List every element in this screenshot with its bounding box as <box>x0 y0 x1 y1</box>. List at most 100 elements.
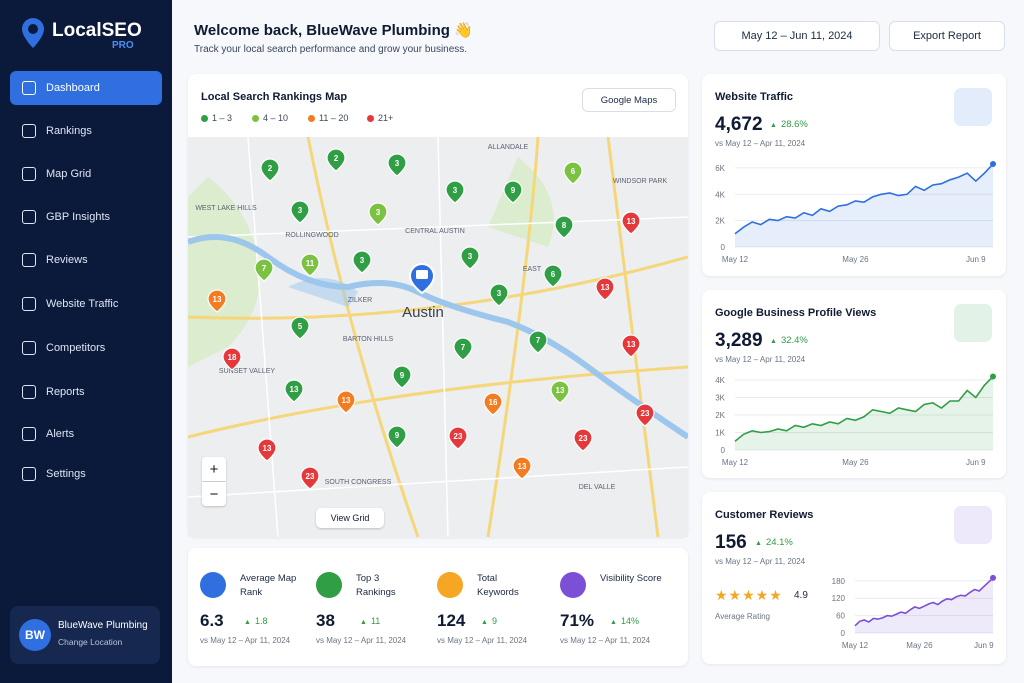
rank-pin <box>621 334 641 358</box>
rank-pin <box>460 246 480 270</box>
pin-label: 9 <box>511 186 516 195</box>
rank-pin <box>528 330 548 354</box>
nav-item[interactable]: Dashboard <box>10 71 162 105</box>
user-box[interactable]: BW BlueWave Plumbing Change Location <box>10 606 160 664</box>
rank-pin <box>554 215 574 239</box>
stat-value: 124 <box>437 611 466 630</box>
nav-item[interactable]: Alerts <box>10 417 162 451</box>
stat-icon <box>200 572 226 598</box>
nav-item[interactable]: Competitors <box>10 331 162 365</box>
rank-pin <box>503 180 523 204</box>
sidebar: LocalSEO PRO BW BlueWave Plumbing Change… <box>0 0 172 683</box>
nav-icon <box>22 427 36 441</box>
stat-change: ▲ 14% <box>610 616 639 626</box>
card-badge <box>954 88 992 126</box>
export-label: Export Report <box>913 30 981 42</box>
up-arrow: ▲ <box>360 619 367 626</box>
date-picker[interactable]: May 12 – Jun 11, 2024 <box>714 21 880 51</box>
stat-value: 6.3 <box>200 611 224 630</box>
legend-label: 1 – 3 <box>212 113 233 123</box>
nav-item[interactable]: Reviews <box>10 243 162 277</box>
nav-item[interactable]: Website Traffic <box>10 287 162 321</box>
card-change: ▲ 32.4% <box>770 335 808 346</box>
stat-icon <box>316 572 342 598</box>
logo-badge: PRO <box>112 40 134 51</box>
pin-label: 8 <box>562 221 567 230</box>
pin-label: 3 <box>360 256 365 265</box>
rank-pin <box>392 365 412 389</box>
nav-item[interactable]: Reports <box>10 375 162 409</box>
nav-icon <box>22 297 36 311</box>
rating-label: Average Rating <box>715 612 770 621</box>
pin-label: 9 <box>400 371 405 380</box>
stat-change: ▲ 9 <box>481 616 497 626</box>
stat-compare: vs May 12 – Apr 11, 2024 <box>560 636 651 645</box>
nav-item[interactable]: Map Grid <box>10 157 162 191</box>
change-value: 11 <box>370 616 381 626</box>
rank-pin <box>284 379 304 403</box>
card-title: Google Business Profile Views <box>715 307 877 319</box>
rank-pin <box>387 153 407 177</box>
pin-label: 7 <box>262 264 267 273</box>
map-source[interactable]: Google Maps <box>582 88 676 112</box>
rank-pin <box>290 316 310 340</box>
rank-pin <box>222 347 242 371</box>
legend-dot <box>308 115 315 122</box>
place-label: SUNSET VALLEY <box>219 368 275 375</box>
business-icon <box>416 270 428 279</box>
rank-pin <box>483 392 503 416</box>
pin-label: 3 <box>468 252 473 261</box>
nav-item[interactable]: GBP Insights <box>10 200 162 234</box>
rank-pin <box>448 426 468 450</box>
place-label: CENTRAL AUSTIN <box>405 228 465 235</box>
pin-label: 16 <box>489 398 498 407</box>
pin-label: 13 <box>342 396 351 405</box>
zoom-in[interactable]: + <box>202 457 226 481</box>
stats-card: Average Map Rank 6.3 ▲ 1.8 vs May 12 – Apr 1… <box>188 548 688 666</box>
map: ALLANDALE WINDSOR PARK WEST LAKE HILLS ROLL… <box>188 137 688 537</box>
zoom-out[interactable]: − <box>202 482 226 506</box>
stat-compare: vs May 12 – Apr 11, 2024 <box>200 636 291 645</box>
card-change: ▲ 28.6% <box>770 119 808 130</box>
rank-pin <box>300 253 320 277</box>
rank-pin <box>543 264 563 288</box>
card-badge <box>954 506 992 544</box>
stat-label: Total Keywords <box>477 573 519 598</box>
pin-label: 23 <box>306 472 315 481</box>
card-title: Customer Reviews <box>715 509 814 521</box>
legend-label: 4 – 10 <box>263 113 289 123</box>
place-label: EAST <box>523 266 542 273</box>
rank-pin <box>257 438 277 462</box>
up-arrow: ▲ <box>770 338 777 345</box>
stat-label: Visibility Score <box>600 573 662 584</box>
card-value: 156 <box>715 532 747 553</box>
nav-item[interactable]: Settings <box>10 457 162 491</box>
place-label: WEST LAKE HILLS <box>195 205 257 212</box>
nav-item[interactable]: Rankings <box>10 114 162 148</box>
pin-label: 2 <box>334 154 339 163</box>
export-button[interactable]: Export Report <box>889 21 1005 51</box>
pin-label: 7 <box>536 336 541 345</box>
stat-compare: vs May 12 – Apr 11, 2024 <box>316 636 407 645</box>
legend-dot <box>252 115 259 122</box>
up-arrow: ▲ <box>244 619 251 626</box>
stat-label: Average Map Rank <box>240 573 297 598</box>
card-value: 3,289 <box>715 330 763 351</box>
place-label: ROLLINGWOOD <box>285 232 338 239</box>
city-label: Austin <box>402 304 444 321</box>
pin-label: 13 <box>627 217 636 226</box>
nav-icon <box>22 124 36 138</box>
pin-label: 13 <box>290 385 299 394</box>
view-grid[interactable]: View Grid <box>316 508 384 528</box>
user-name: BlueWave Plumbing <box>58 620 148 631</box>
pin-label: 13 <box>556 386 565 395</box>
nav-icon <box>22 81 36 95</box>
card-compare: vs May 12 – Apr 11, 2024 <box>715 557 806 566</box>
pin-label: 7 <box>461 343 466 352</box>
rank-pin <box>207 289 227 313</box>
user-action[interactable]: Change Location <box>58 637 123 647</box>
rank-pin <box>512 456 532 480</box>
logo-icon <box>22 18 44 48</box>
rating: 4.9 <box>794 590 808 601</box>
